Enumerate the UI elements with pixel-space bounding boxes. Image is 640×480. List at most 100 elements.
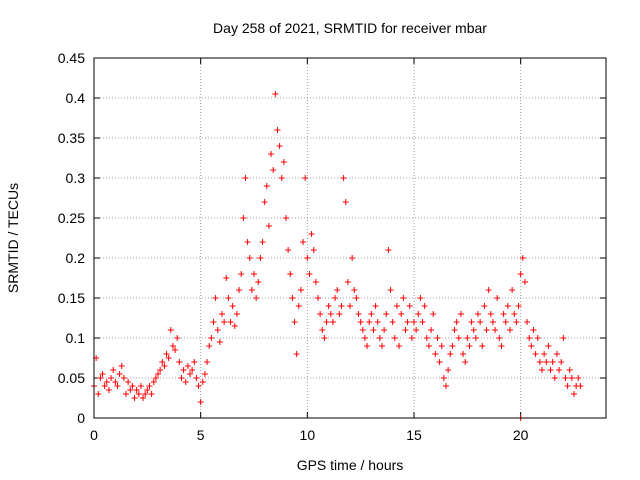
data-point (549, 359, 556, 365)
data-point (240, 215, 247, 221)
data-point (278, 175, 285, 181)
data-point (526, 335, 533, 341)
data-point (133, 387, 140, 393)
data-point (500, 311, 507, 317)
data-point (485, 287, 492, 293)
data-point (312, 279, 319, 285)
data-point (319, 327, 326, 333)
data-point (419, 319, 426, 325)
data-point (372, 303, 379, 309)
data-point (342, 199, 349, 205)
data-point (159, 359, 166, 365)
data-point (353, 295, 360, 301)
data-point (432, 351, 439, 357)
data-point (364, 343, 371, 349)
x-tick-label: 0 (90, 427, 98, 443)
data-point (182, 379, 189, 385)
x-axis-label: GPS time / hours (297, 457, 404, 473)
data-point (238, 271, 245, 277)
data-point (457, 311, 464, 317)
data-point (270, 167, 277, 173)
data-point (475, 311, 481, 317)
y-tick-label: 0.05 (58, 370, 85, 386)
data-point (344, 279, 351, 285)
data-point (257, 255, 264, 261)
data-point (387, 287, 394, 293)
data-point (332, 295, 339, 301)
data-point (366, 319, 373, 325)
data-point (208, 335, 215, 341)
data-point (393, 303, 400, 309)
data-point (118, 363, 125, 369)
data-point (492, 327, 499, 333)
data-point (327, 311, 334, 317)
data-point (172, 347, 179, 353)
data-point (357, 319, 364, 325)
data-point (528, 343, 535, 349)
data-point (163, 351, 170, 357)
data-point (530, 327, 537, 333)
data-point (142, 391, 149, 397)
data-point (481, 303, 488, 309)
data-point (349, 255, 356, 261)
x-tick-label: 10 (300, 427, 316, 443)
data-point (545, 343, 552, 349)
data-point (440, 375, 447, 381)
data-point (225, 295, 232, 301)
data-point (197, 399, 204, 405)
data-point (125, 379, 132, 385)
data-point (334, 287, 341, 293)
data-point (120, 375, 127, 381)
data-point (259, 239, 266, 245)
data-point (165, 355, 172, 361)
data-point (509, 287, 516, 293)
data-point (564, 383, 571, 389)
data-point (199, 379, 206, 385)
data-point (227, 319, 234, 325)
x-tick-label: 15 (406, 427, 422, 443)
data-point (176, 359, 183, 365)
data-point (383, 311, 390, 317)
data-point (150, 379, 157, 385)
data-point (515, 303, 522, 309)
y-axis-label: SRMTID / TECUs (5, 183, 21, 293)
data-point (404, 319, 411, 325)
data-point (379, 343, 385, 349)
y-tick-label: 0.25 (58, 210, 85, 226)
data-point (300, 239, 307, 245)
data-point (246, 255, 253, 261)
data-point (453, 319, 460, 325)
y-tick-label: 0.15 (58, 290, 85, 306)
data-point (370, 327, 377, 333)
data-point (351, 287, 358, 293)
data-point (187, 371, 193, 377)
data-point (293, 351, 300, 357)
data-point (556, 367, 563, 373)
data-point (468, 319, 475, 325)
data-point (261, 199, 268, 205)
data-point (212, 295, 219, 301)
data-point (231, 323, 238, 329)
data-point (248, 287, 255, 293)
data-point (577, 383, 584, 389)
data-point (229, 303, 236, 309)
data-point (398, 311, 405, 317)
data-point (381, 327, 388, 333)
data-point (449, 343, 456, 349)
data-point (374, 319, 381, 325)
data-point (541, 351, 548, 357)
data-point (434, 335, 441, 341)
data-point (389, 319, 396, 325)
data-point (466, 343, 473, 349)
data-point (417, 295, 424, 301)
data-point (189, 367, 196, 373)
data-point (325, 303, 332, 309)
data-point (304, 255, 311, 261)
data-point (295, 303, 302, 309)
y-tick-label: 0.35 (58, 130, 85, 146)
data-point (169, 343, 176, 349)
data-point (551, 375, 558, 381)
data-point (472, 335, 479, 341)
data-point (340, 175, 347, 181)
